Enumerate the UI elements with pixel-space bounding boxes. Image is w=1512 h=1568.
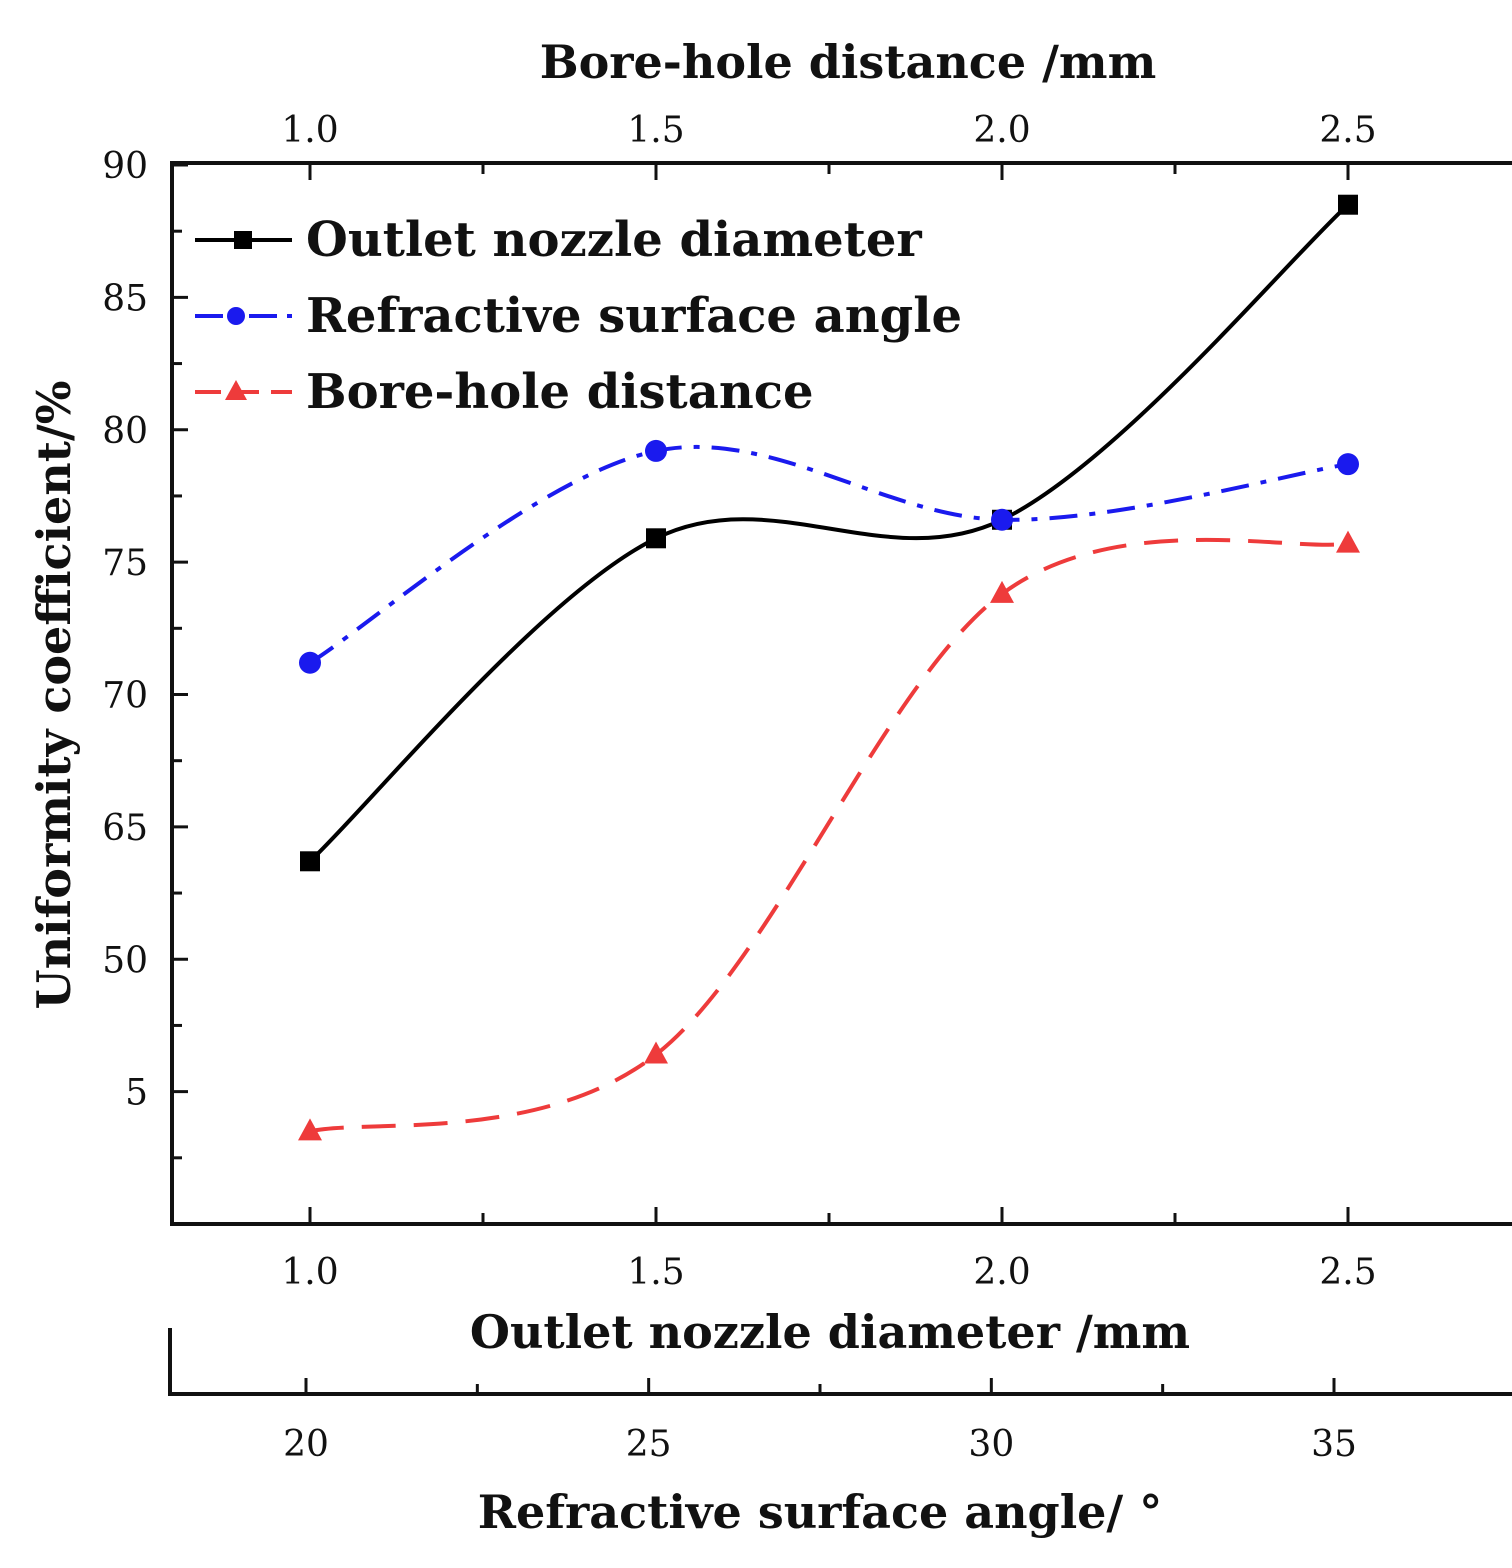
plot-frame [170, 161, 1512, 1226]
data-point-triangle [644, 1041, 668, 1064]
y-tick-label: 65 [102, 808, 148, 849]
legend-item-bore-hole: Bore-hole distance [195, 364, 814, 420]
legend-label-outlet-nozzle: Outlet nozzle diameter [306, 212, 922, 268]
data-point-circle [645, 439, 667, 462]
data-point-square [1338, 194, 1358, 215]
offset-tick-label: 25 [626, 1424, 672, 1465]
legend-item-outlet-nozzle: Outlet nozzle diameter [195, 212, 922, 268]
tick-marks [174, 163, 1350, 1392]
data-point-circle [299, 651, 321, 674]
data-point-circle [1337, 453, 1359, 476]
data-point-triangle [1336, 530, 1360, 553]
legend-marker-triangle [225, 380, 247, 400]
series-line-refractive-angle [308, 445, 1349, 665]
top-tick-label: 1.0 [281, 110, 338, 151]
y-tick-label: 75 [102, 543, 148, 584]
bottom-tick-label: 1.0 [281, 1252, 338, 1293]
legend-label-bore-hole: Bore-hole distance [306, 364, 814, 420]
legend: Outlet nozzle diameter Refractive surfac… [195, 212, 962, 420]
y-tick-label: 70 [102, 676, 148, 717]
bottom-tick-label: 2.5 [1319, 1252, 1376, 1293]
top-tick-label: 2.0 [973, 110, 1030, 151]
bottom-tick-label: 1.5 [627, 1252, 684, 1293]
y-tick-labels: 90 85 80 75 70 65 50 5 [102, 146, 148, 1114]
series-line-bore-hole [309, 537, 1349, 1134]
offset-tick-label: 30 [968, 1424, 1014, 1465]
data-point-circle [991, 508, 1013, 531]
offset-tick-labels: 20 25 30 35 [283, 1424, 1357, 1465]
y-tick-label: 50 [102, 940, 148, 981]
data-point-square [300, 851, 320, 872]
series-line-outlet-nozzle [308, 203, 1350, 863]
data-point-square [646, 528, 666, 549]
legend-label-refractive-angle: Refractive surface angle [306, 288, 962, 344]
y-axis-title: Uniformity coefficient/% [27, 380, 81, 1009]
data-point-triangle [298, 1118, 322, 1141]
top-tick-label: 2.5 [1319, 110, 1376, 151]
y-tick-label: 85 [102, 278, 148, 319]
y-tick-label: 90 [102, 146, 148, 187]
bottom-axis-title: Outlet nozzle diameter /mm [470, 1305, 1190, 1359]
offset-axis-frame [168, 1328, 1512, 1396]
top-tick-labels: 1.0 1.5 2.0 2.5 [281, 110, 1376, 151]
offset-axis-title: Refractive surface angle/ ° [478, 1485, 1163, 1539]
offset-tick-label: 20 [283, 1424, 329, 1465]
y-tick-label: 80 [102, 411, 148, 452]
bottom-tick-labels: 1.0 1.5 2.0 2.5 [281, 1252, 1376, 1293]
legend-item-refractive-angle: Refractive surface angle [195, 288, 962, 344]
legend-marker-circle [227, 307, 245, 325]
series-markers [298, 194, 1360, 1141]
top-tick-label: 1.5 [627, 110, 684, 151]
y-tick-label: 5 [125, 1073, 148, 1114]
data-point-triangle [990, 580, 1014, 603]
top-axis-title: Bore-hole distance /mm [540, 35, 1157, 89]
series-curves [308, 203, 1350, 1134]
bottom-tick-label: 2.0 [973, 1252, 1030, 1293]
offset-tick-label: 35 [1311, 1424, 1357, 1465]
legend-marker-square [234, 231, 252, 249]
